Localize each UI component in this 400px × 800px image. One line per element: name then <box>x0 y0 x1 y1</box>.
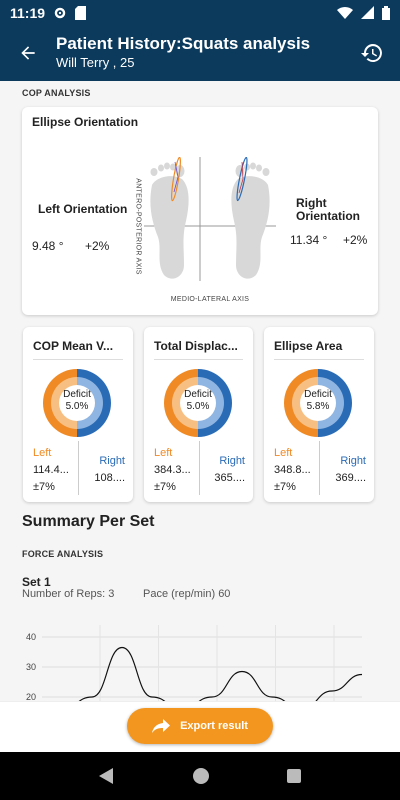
right-orientation-delta: +2% <box>343 233 368 247</box>
reps-label: Number of Reps: 3 <box>22 588 115 600</box>
export-result-button[interactable]: Export result <box>127 708 273 744</box>
left-label: Left <box>274 447 293 459</box>
right-orientation-value: 11.34 ° <box>290 233 328 247</box>
back-button[interactable] <box>0 25 56 81</box>
right-label: Right <box>340 455 366 467</box>
force-chart: 40 30 20 <box>26 625 363 701</box>
history-icon <box>361 44 382 62</box>
left-label: Left <box>33 447 52 459</box>
left-label: Left <box>154 447 173 459</box>
deficit-value: 5.8% <box>306 401 330 412</box>
left-value: 114.4... <box>33 464 69 476</box>
metric-title: Ellipse Area <box>274 339 343 353</box>
summary-title: Summary Per Set <box>22 513 155 530</box>
left-value: 384.3... <box>154 464 191 476</box>
settings-gear-icon <box>54 7 66 18</box>
metric-card-cop-mean[interactable]: COP Mean V... Deficit 5.0% Left 114.4...… <box>23 327 133 502</box>
page-title: Patient History:Squats analysis <box>56 34 311 53</box>
export-label: Export result <box>180 720 248 732</box>
status-bar: 11:19 <box>0 0 400 25</box>
ellipse-orientation-card: Ellipse Orientation Left Orientation 9.4… <box>22 107 378 315</box>
right-label: Right <box>219 455 245 467</box>
patient-subtitle: Will Terry , 25 <box>56 55 135 70</box>
metric-card-ellipse-area[interactable]: Ellipse Area Deficit 5.8% Left 348.8... … <box>264 327 374 502</box>
signal-icon <box>361 6 374 19</box>
antero-posterior-axis-label: ANTERO-POSTERIOR AXIS <box>134 178 142 275</box>
right-orientation-label: Right Orientation <box>296 196 361 223</box>
left-cop-ellipse <box>171 157 181 202</box>
right-value: 108.... <box>94 472 125 484</box>
wifi-icon <box>337 7 353 19</box>
deficit-value: 5.0% <box>186 401 210 412</box>
deficit-label: Deficit <box>63 389 91 400</box>
left-pm: ±7% <box>33 481 55 493</box>
share-arrow-icon <box>152 719 171 733</box>
bottom-action-bar: Export result <box>0 701 400 752</box>
sd-card-icon <box>75 5 87 20</box>
right-cop-ellipse <box>236 157 248 202</box>
left-orientation-value: 9.48 ° <box>32 239 64 253</box>
deficit-value: 5.0% <box>65 401 89 412</box>
force-series-line <box>78 646 363 701</box>
left-orientation-label: Left Orientation <box>38 202 128 216</box>
deficit-donut: Deficit 5.8% <box>282 367 354 439</box>
deficit-label: Deficit <box>304 389 332 400</box>
right-value: 365.... <box>214 472 245 484</box>
y-tick-label: 30 <box>26 662 36 672</box>
left-pm: ±7% <box>154 481 176 493</box>
deficit-donut: Deficit 5.0% <box>41 367 113 439</box>
cop-analysis-label: COP ANALYSIS <box>22 88 91 98</box>
foot-diagram <box>144 157 276 281</box>
force-analysis-label: FORCE ANALYSIS <box>22 549 104 559</box>
left-pm: ±7% <box>274 481 296 493</box>
battery-icon <box>382 5 390 20</box>
right-value: 369.... <box>335 472 366 484</box>
pace-label: Pace (rep/min) 60 <box>143 588 231 600</box>
left-orientation-delta: +2% <box>85 239 110 253</box>
app-bar: Patient History:Squats analysis Will Ter… <box>0 25 400 81</box>
metric-title: Total Displac... <box>154 339 238 353</box>
right-label: Right <box>99 455 125 467</box>
nav-home-icon[interactable] <box>193 768 209 784</box>
system-nav-bar <box>0 752 400 800</box>
ellipse-title: Ellipse Orientation <box>32 115 139 129</box>
nav-back-icon[interactable] <box>99 768 115 784</box>
history-button[interactable] <box>344 25 400 81</box>
scroll-content[interactable]: COP ANALYSIS Ellipse Orientation Left Or… <box>0 81 400 701</box>
metric-title: COP Mean V... <box>33 339 114 353</box>
left-value: 348.8... <box>274 464 311 476</box>
nav-recents-icon[interactable] <box>287 769 301 783</box>
y-tick-label: 20 <box>26 692 36 701</box>
metric-card-total-displacement[interactable]: Total Displac... Deficit 5.0% Left 384.3… <box>144 327 253 502</box>
y-tick-label: 40 <box>26 632 36 642</box>
set-title: Set 1 <box>22 575 51 589</box>
deficit-donut: Deficit 5.0% <box>162 367 234 439</box>
status-time: 11:19 <box>10 4 46 21</box>
medio-lateral-axis-label: MEDIO-LATERAL AXIS <box>170 296 250 303</box>
deficit-label: Deficit <box>184 389 212 400</box>
arrow-back-icon <box>21 46 35 60</box>
